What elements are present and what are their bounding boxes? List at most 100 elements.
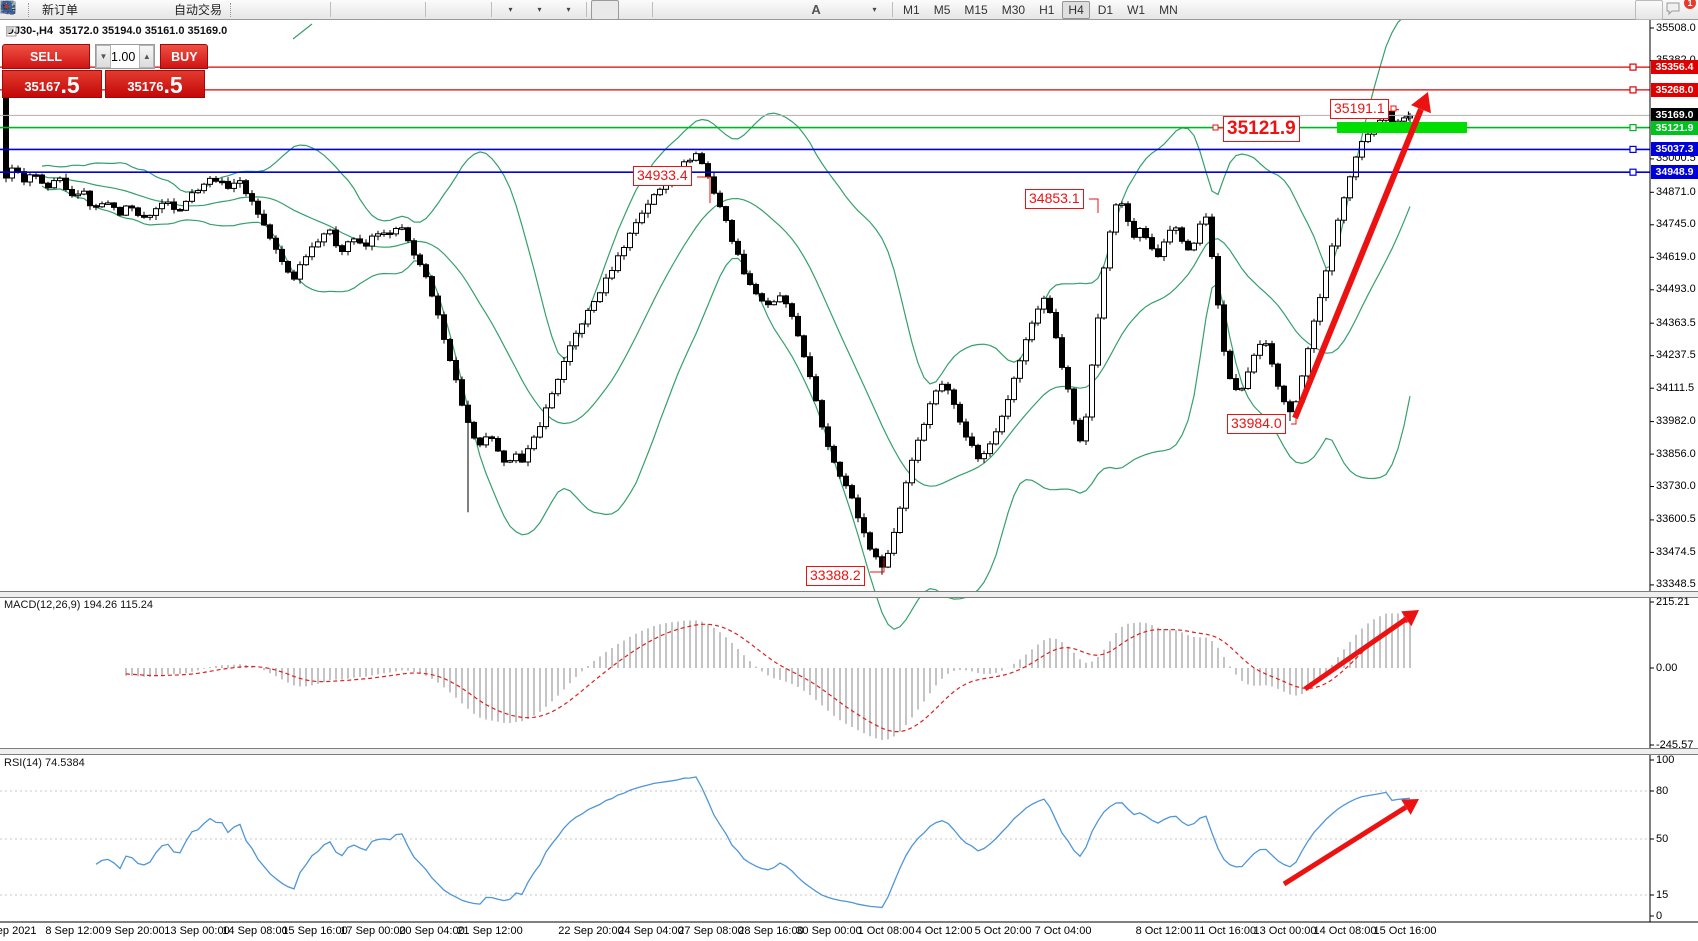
candle-bear: [849, 485, 855, 499]
candle-bear: [759, 293, 765, 302]
callout-handle[interactable]: [1212, 124, 1219, 131]
price-line-handle[interactable]: [1629, 168, 1637, 176]
text-tool[interactable]: A: [811, 2, 821, 17]
price-line-handle[interactable]: [1629, 86, 1637, 94]
price-tick-label: 34111.5: [1656, 381, 1695, 394]
pane-separator-macd[interactable]: [0, 591, 1698, 598]
buy-price-display[interactable]: 35176.5: [105, 70, 205, 98]
notifications-button[interactable]: 1: [1664, 0, 1696, 20]
signals-button[interactable]: [1, 0, 169, 20]
cursor-button[interactable]: [3, 0, 620, 20]
bar-chart-button[interactable]: [1, 0, 268, 20]
volume-increase-button[interactable]: ▲: [139, 45, 155, 68]
volume-decrease-button[interactable]: ▼: [96, 45, 111, 68]
candle-bear: [177, 209, 183, 212]
price-callout-35121.9[interactable]: 35121.9: [1223, 116, 1300, 142]
horizontal-line-tool[interactable]: [1, 0, 714, 20]
zoom-out-button[interactable]: [1, 0, 392, 20]
sell-button[interactable]: SELL: [2, 44, 90, 69]
community-button[interactable]: [0, 0, 140, 20]
candle-bear: [459, 379, 465, 406]
search-button[interactable]: [1, 0, 1663, 20]
candle-bull: [1095, 317, 1101, 366]
timeframe-M5[interactable]: M5: [933, 2, 951, 17]
new-order-button[interactable]: 新订单: [0, 0, 82, 20]
candle-bear: [747, 273, 753, 286]
candle-bull: [483, 436, 489, 446]
trend-arrow-head-main[interactable]: [1411, 92, 1431, 114]
rsi-axis-label: 50: [1656, 832, 1669, 845]
timeframe-H1[interactable]: H1: [1039, 2, 1055, 17]
candle-bear: [267, 224, 273, 239]
callout-handle[interactable]: [1390, 105, 1397, 112]
text-label-tool[interactable]: T: [0, 0, 859, 20]
candle-bull: [327, 229, 333, 235]
candlestick-chart-button[interactable]: [2, 0, 297, 20]
price-line-handle[interactable]: [1629, 123, 1637, 132]
gold-box-button[interactable]: [0, 0, 111, 20]
price-line-handle[interactable]: [1629, 63, 1637, 71]
toolbar-separator: [425, 2, 427, 17]
fibonacci-tool[interactable]: F: [1, 0, 801, 20]
candle-bear: [801, 335, 807, 358]
price-callout-34853.1[interactable]: 34853.1: [1025, 189, 1084, 209]
auto-trading-button[interactable]: 自动交易: [1, 0, 226, 20]
candle-bear: [171, 201, 177, 210]
timeframe-M1[interactable]: M1: [903, 2, 920, 17]
candle-bear: [1281, 385, 1287, 403]
candle-bull: [165, 201, 171, 204]
timeframe-MN[interactable]: MN: [1159, 2, 1178, 17]
candle-bear: [717, 192, 723, 208]
candle-bear: [1269, 343, 1275, 365]
period-button[interactable]: ▾: [0, 0, 553, 20]
chart-shift-button[interactable]: [1, 0, 487, 20]
trend-arrow-main[interactable]: [1292, 108, 1424, 420]
price-callout-34933.4[interactable]: 34933.4: [633, 166, 692, 186]
candle-bull: [561, 361, 567, 380]
add-indicator-button[interactable]: ▾: [0, 0, 524, 20]
candle-bull: [1023, 339, 1029, 362]
line-chart-button[interactable]: [0, 0, 326, 20]
timeframe-H4[interactable]: H4: [1062, 0, 1090, 19]
trendline-tool[interactable]: [1, 0, 743, 20]
rsi-axis-label: 80: [1656, 784, 1669, 797]
time-axis-label: 14 Oct 08:00: [1313, 925, 1377, 937]
price-callout-35191.1[interactable]: 35191.1: [1330, 99, 1389, 119]
sell-price-display[interactable]: 35167.5: [2, 70, 102, 98]
channel-tool[interactable]: E: [0, 0, 772, 20]
price-line-handle[interactable]: [1629, 145, 1637, 153]
timeframe-M15[interactable]: M15: [964, 2, 988, 17]
candle-bear: [951, 389, 957, 405]
tile-windows-button[interactable]: [0, 0, 421, 20]
trend-arrow-head-rsi[interactable]: [1401, 799, 1419, 815]
trend-arrow-macd[interactable]: [1303, 616, 1408, 692]
pane-separator-rsi[interactable]: [0, 748, 1698, 755]
candle-bear: [741, 253, 747, 275]
zoom-in-button[interactable]: [1, 0, 363, 20]
trend-arrow-rsi[interactable]: [1282, 805, 1408, 887]
trend-arrow-head-macd[interactable]: [1401, 610, 1419, 627]
volume-input[interactable]: 1.00: [111, 49, 136, 64]
price-tick-label: 34363.5: [1656, 316, 1696, 329]
buy-button[interactable]: BUY: [160, 44, 209, 69]
price-callout-33388.2[interactable]: 33388.2: [806, 566, 865, 586]
arrows-tool[interactable]: ▾: [2, 0, 888, 20]
time-axis-label: 17 Sep 00:00: [340, 925, 406, 937]
timeframe-D1[interactable]: D1: [1097, 2, 1114, 17]
timeframe-M30[interactable]: M30: [1001, 2, 1026, 17]
caret-down-icon: ▾: [566, 5, 571, 14]
template-button[interactable]: ▾: [0, 0, 582, 20]
candle-bull: [1011, 377, 1017, 401]
candle-bear: [447, 339, 453, 361]
vertical-line-tool[interactable]: [4, 0, 685, 20]
candle-bear: [789, 303, 795, 317]
candle-bull: [369, 235, 375, 247]
candle-bear: [969, 436, 975, 446]
timeframe-W1[interactable]: W1: [1127, 2, 1146, 17]
highlight-rectangle[interactable]: [1337, 122, 1467, 133]
crosshair-button[interactable]: [1, 0, 648, 20]
candle-bull: [207, 177, 213, 185]
auto-scroll-button[interactable]: [1, 0, 458, 20]
price-callout-33984.0[interactable]: 33984.0: [1227, 414, 1286, 434]
